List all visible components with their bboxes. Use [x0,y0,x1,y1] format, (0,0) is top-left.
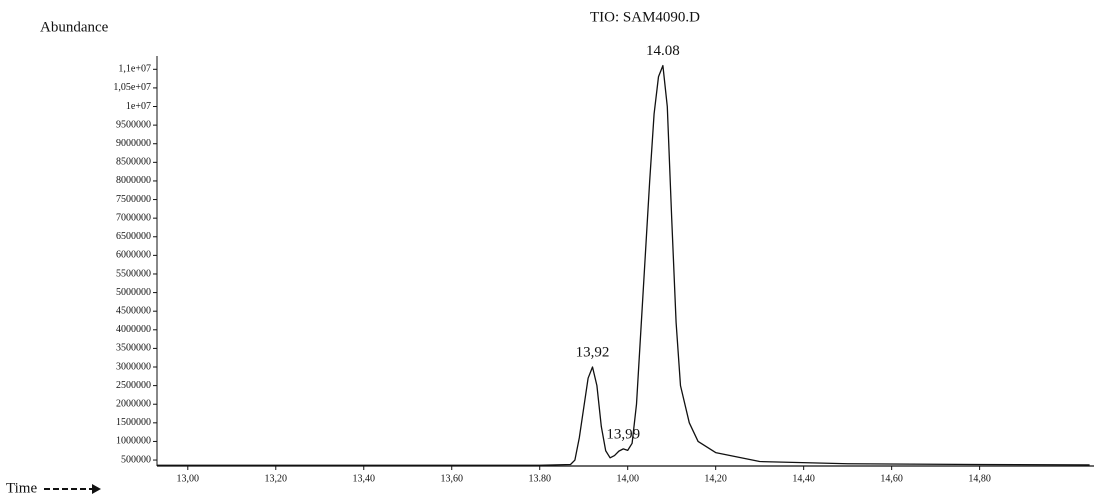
chromatogram-line [157,64,1090,466]
y-tick-label: 1000000 [116,436,151,447]
x-tick-label: 14,40 [792,473,815,484]
y-tick-label: 6500000 [116,231,151,242]
y-tick-label: 500000 [121,454,151,465]
x-tick-label: 13.80 [528,473,551,484]
y-tick-label: 6000000 [116,250,151,261]
y-tick-label: 2500000 [116,380,151,391]
y-tick-label: 5500000 [116,268,151,279]
y-tick-label: 4000000 [116,324,151,335]
peak-label: 14.08 [646,43,680,59]
x-tick-label: 13,40 [353,473,376,484]
y-tick-label: 7000000 [116,212,151,223]
chart-title: TIO: SAM4090.D [590,9,700,25]
y-tick-label: 7500000 [116,194,151,205]
y-tick-label: 1500000 [116,417,151,428]
y-tick-label: 9000000 [116,138,151,149]
y-axis-label: Abundance [40,19,109,35]
x-tick-label: 14,80 [968,473,991,484]
x-axis-label: Time [6,480,37,496]
x-tick-label: 14,00 [616,473,639,484]
y-tick-label: 1,1e+07 [118,64,151,75]
x-tick-label: 13,00 [177,473,200,484]
time-arrow [44,484,101,494]
arrow-head [92,484,101,494]
x-tick-label: 13,60 [440,473,463,484]
x-tick-label: 13,20 [265,473,288,484]
y-tick-label: 4500000 [116,305,151,316]
y-tick-label: 2000000 [116,399,151,410]
y-tick-label: 9500000 [116,119,151,130]
y-tick-label: 3000000 [116,361,151,372]
y-tick-label: 3500000 [116,343,151,354]
y-tick-label: 1,05e+07 [113,82,151,93]
y-tick-label: 8000000 [116,175,151,186]
peak-label: 13,99 [606,426,640,442]
x-tick-label: 14,60 [880,473,903,484]
peak-label: 13,92 [576,344,610,360]
x-tick-label: 14,20 [704,473,727,484]
y-tick-label: 5000000 [116,287,151,298]
y-tick-label: 8500000 [116,157,151,168]
y-tick-label: 1e+07 [126,101,151,112]
